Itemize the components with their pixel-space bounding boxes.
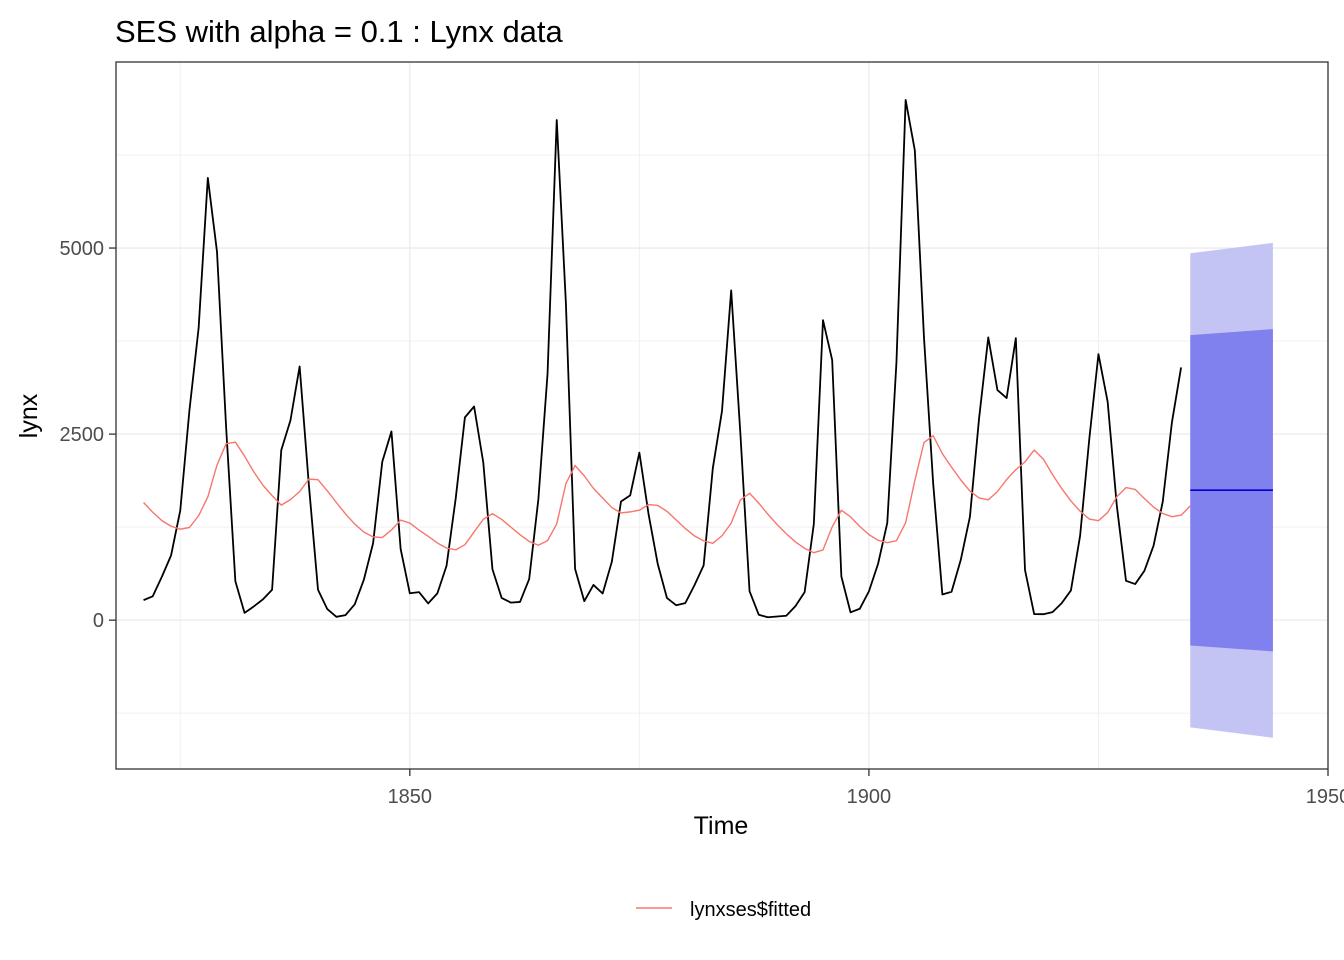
y-axis-title: lynx <box>15 393 43 438</box>
y-tick-label: 5000 <box>60 238 105 260</box>
y-tick-label: 2500 <box>60 424 105 446</box>
series-line-fitted <box>143 434 1191 554</box>
chart-title: SES with alpha = 0.1 : Lynx data <box>115 14 564 49</box>
series-line-lynx <box>143 98 1182 619</box>
x-tick-label: 1900 <box>847 786 892 808</box>
y-tick-label: 0 <box>93 610 104 632</box>
x-tick-label: 1850 <box>388 786 433 808</box>
legend: lynxses$fitted <box>636 899 811 921</box>
legend-label: lynxses$fitted <box>690 899 811 921</box>
x-axis-title: Time <box>694 812 749 840</box>
series-lines <box>143 98 1273 619</box>
panel-border <box>115 61 1329 770</box>
